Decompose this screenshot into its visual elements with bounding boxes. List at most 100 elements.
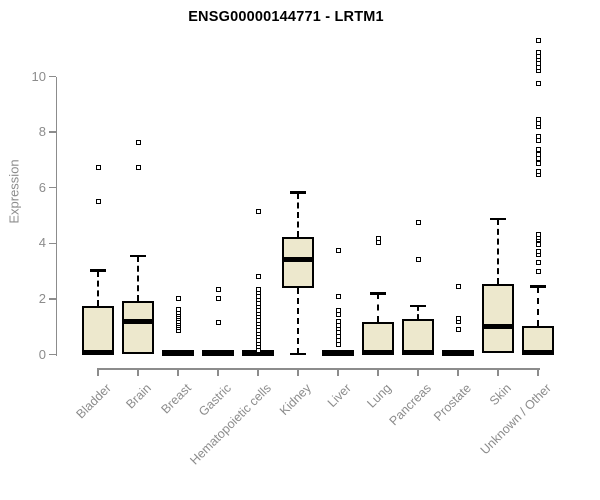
x-tick bbox=[497, 368, 499, 376]
x-tick-label: Brain bbox=[123, 381, 154, 412]
y-axis-line bbox=[55, 76, 57, 356]
outlier-point bbox=[415, 220, 421, 226]
upper-whisker-line bbox=[297, 192, 299, 237]
outlier-point bbox=[535, 134, 541, 140]
upper-whisker-line bbox=[417, 306, 419, 320]
y-tick-label: 10 bbox=[31, 68, 46, 84]
upper-whisker-cap bbox=[490, 217, 506, 221]
x-tick-label: Liver bbox=[324, 381, 354, 411]
outlier-point bbox=[535, 116, 541, 122]
upper-whisker-cap bbox=[530, 285, 546, 288]
upper-whisker-cap bbox=[130, 254, 146, 258]
outlier-point bbox=[375, 240, 381, 246]
median-line bbox=[122, 319, 154, 325]
x-tick bbox=[137, 368, 139, 376]
outlier-point bbox=[535, 160, 541, 166]
upper-whisker-cap bbox=[90, 269, 106, 272]
outlier-point bbox=[175, 295, 181, 301]
x-tick bbox=[377, 368, 379, 376]
outlier-point bbox=[375, 235, 381, 241]
median-line bbox=[162, 349, 194, 355]
outlier-point bbox=[455, 326, 461, 332]
y-tick bbox=[49, 75, 56, 78]
outlier-point bbox=[215, 286, 221, 292]
outlier-point bbox=[215, 295, 221, 301]
y-tick bbox=[49, 353, 56, 356]
median-line bbox=[362, 349, 394, 355]
outlier-point bbox=[535, 37, 541, 43]
upper-whisker-line bbox=[97, 270, 99, 306]
median-line bbox=[82, 349, 114, 355]
outlier-point bbox=[135, 165, 141, 171]
box bbox=[282, 236, 314, 289]
median-line bbox=[282, 257, 314, 263]
outlier-point bbox=[535, 50, 541, 56]
box bbox=[402, 319, 434, 355]
outlier-point bbox=[335, 318, 341, 324]
outlier-point bbox=[255, 286, 261, 292]
y-tick bbox=[49, 298, 56, 300]
x-axis-line bbox=[96, 368, 540, 370]
x-tick bbox=[217, 368, 219, 376]
outlier-point bbox=[535, 260, 541, 266]
outlier-point bbox=[175, 306, 181, 312]
outlier-point bbox=[455, 316, 461, 322]
y-tick-label: 6 bbox=[38, 179, 46, 195]
x-tick-label: Lung bbox=[364, 381, 394, 411]
box bbox=[122, 300, 154, 355]
x-tick-label: Pancreas bbox=[386, 381, 434, 429]
chart-title: ENSG00000144771 - LRTM1 bbox=[188, 9, 384, 25]
x-tick-label: Gastric bbox=[196, 381, 234, 419]
x-tick bbox=[417, 368, 419, 376]
median-line bbox=[202, 349, 234, 355]
lower-whisker-cap bbox=[290, 352, 306, 356]
x-tick bbox=[337, 368, 339, 376]
upper-whisker-cap bbox=[410, 304, 426, 308]
upper-whisker-line bbox=[497, 218, 499, 284]
outlier-point bbox=[535, 169, 541, 175]
upper-whisker-line bbox=[377, 293, 379, 322]
outlier-point bbox=[535, 151, 541, 157]
y-tick-label: 4 bbox=[38, 235, 46, 251]
box bbox=[482, 283, 514, 354]
outlier-point bbox=[535, 242, 541, 248]
outlier-point bbox=[535, 269, 541, 275]
outlier-point bbox=[95, 164, 101, 170]
outlier-point bbox=[255, 209, 261, 215]
x-tick-label: Unknown / Other bbox=[477, 381, 554, 458]
median-line bbox=[402, 349, 434, 355]
outlier-point bbox=[215, 320, 221, 326]
outlier-point bbox=[255, 273, 261, 279]
upper-whisker-line bbox=[537, 286, 539, 326]
upper-whisker-line bbox=[137, 255, 139, 301]
outlier-point bbox=[455, 284, 461, 290]
x-tick bbox=[257, 368, 259, 376]
outlier-point bbox=[415, 256, 421, 262]
x-tick-label: Skin bbox=[486, 381, 514, 409]
outlier-point bbox=[335, 294, 341, 300]
outlier-point bbox=[135, 140, 141, 146]
y-tick-label: 2 bbox=[38, 290, 46, 306]
box bbox=[82, 305, 114, 355]
y-tick-label: 0 bbox=[38, 346, 46, 362]
upper-whisker-cap bbox=[370, 292, 386, 295]
median-line bbox=[322, 349, 354, 355]
outlier-point bbox=[535, 249, 541, 255]
median-line bbox=[522, 349, 554, 355]
x-tick bbox=[177, 368, 179, 376]
x-tick-label: Breast bbox=[158, 381, 194, 417]
x-tick-label: Bladder bbox=[73, 381, 114, 422]
lower-whisker-line bbox=[297, 288, 299, 354]
x-tick bbox=[97, 368, 99, 376]
x-tick bbox=[457, 368, 459, 376]
x-tick-label: Kidney bbox=[276, 381, 314, 418]
x-tick bbox=[537, 368, 539, 376]
upper-whisker-cap bbox=[290, 191, 306, 194]
median-line bbox=[482, 324, 514, 330]
y-tick bbox=[49, 131, 56, 133]
median-line bbox=[442, 349, 474, 355]
outlier-point bbox=[335, 248, 341, 254]
y-tick bbox=[49, 186, 56, 189]
y-tick-label: 8 bbox=[38, 124, 46, 140]
